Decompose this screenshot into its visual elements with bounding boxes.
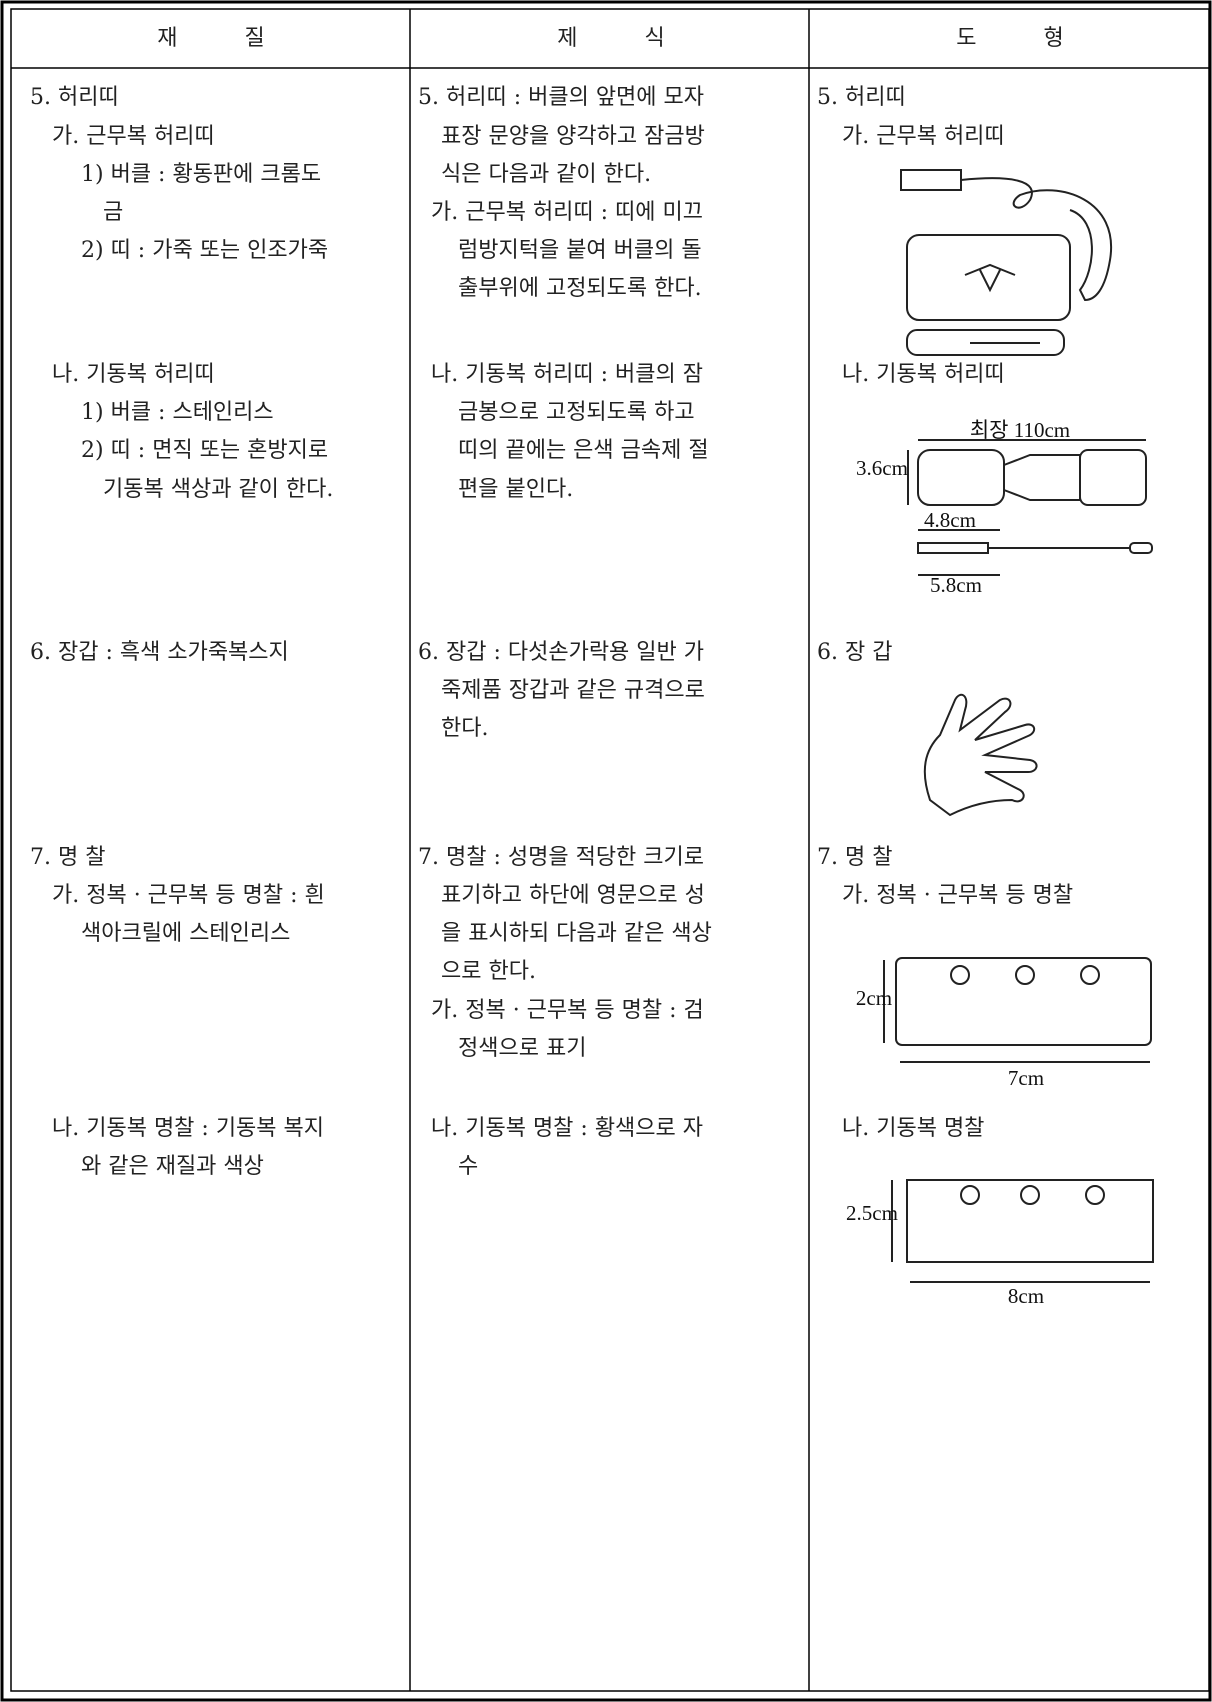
belt2-body	[1003, 454, 1081, 501]
cell-line: 가. 정복 · 근무복 등 명찰 : 검	[431, 998, 704, 1023]
hole	[1020, 1185, 1040, 1205]
cell-line: 5. 허리띠	[30, 85, 119, 110]
cell-line: 1) 버클 : 황동판에 크롬도	[81, 162, 321, 187]
cell-line: 6. 장갑 : 흑색 소가죽복스지	[30, 640, 289, 665]
cell-line: 띠의 끝에는 은색 금속제 절	[458, 438, 709, 463]
belt2-buckle	[917, 449, 1005, 506]
belt2-end	[1129, 542, 1153, 554]
hole	[1085, 1185, 1105, 1205]
cell-line: 7. 명 찰	[30, 845, 105, 870]
cell-line: 2) 띠 : 가죽 또는 인조가죽	[81, 238, 328, 263]
dimension-label: 2cm	[856, 986, 892, 1010]
cell-line: 6. 장 갑	[817, 640, 892, 665]
dimension-label: 8cm	[1008, 1284, 1044, 1308]
cell-line: 기동복 색상과 같이 한다.	[103, 477, 333, 502]
glove	[923, 693, 1038, 817]
cell-line: 가. 근무복 허리띠	[842, 124, 1005, 149]
cell-line: 출부위에 고정되도록 한다.	[458, 276, 702, 301]
name-tag	[906, 1179, 1154, 1263]
cell-line: 가. 정복 · 근무복 등 명찰 : 흰	[52, 883, 325, 908]
cell-line: 으로 한다.	[441, 959, 536, 984]
cell-line: 7. 명 찰	[817, 845, 892, 870]
table-border	[10, 8, 1210, 1692]
cell-line: 금봉으로 고정되도록 하고	[458, 400, 695, 425]
cell-line: 을 표시하되 다음과 같은 색상	[441, 921, 712, 946]
belt-strap	[960, 177, 1113, 302]
cell-line: 1) 버클 : 스테인리스	[81, 400, 274, 425]
figures	[883, 169, 1154, 1283]
dimension-label: 7cm	[1008, 1066, 1044, 1090]
cell-line: 편을 붙인다.	[458, 477, 573, 502]
hole	[1015, 965, 1035, 985]
cell-line: 수	[458, 1154, 478, 1179]
cell-line: 나. 기동복 허리띠	[52, 362, 215, 387]
dimension-label: 2.5cm	[846, 1201, 898, 1225]
cell-line: 한다.	[441, 716, 488, 741]
cell-line: 럼방지턱을 붙여 버클의 돌	[458, 238, 702, 263]
cell-line: 가. 근무복 허리띠 : 띠에 미끄	[431, 200, 703, 225]
cell-line: 6. 장갑 : 다섯손가락용 일반 가	[418, 640, 704, 665]
dimension-label: 최장 110cm	[970, 418, 1070, 442]
cell-line: 와 같은 재질과 색상	[81, 1154, 264, 1179]
cell-line: 가. 정복 · 근무복 등 명찰	[842, 883, 1073, 908]
cell-line: 7. 명찰 : 성명을 적당한 크기로	[418, 845, 704, 870]
cell-line: 2) 띠 : 면직 또는 혼방지로	[81, 438, 328, 463]
column-header: 도 형	[956, 26, 1063, 51]
cell-line: 죽제품 장갑과 같은 규격으로	[441, 678, 705, 703]
column-header: 재 질	[157, 26, 264, 51]
hole	[960, 1185, 980, 1205]
belt-side	[906, 329, 1065, 356]
belt-buckle	[906, 234, 1071, 321]
cell-line: 정색으로 표기	[458, 1036, 586, 1061]
dimension-label: 5.8cm	[930, 573, 982, 597]
cell-line: 표기하고 하단에 영문으로 성	[441, 883, 705, 908]
name-tag	[895, 957, 1152, 1046]
cell-line: 나. 기동복 명찰	[842, 1116, 984, 1141]
cell-line: 나. 기동복 명찰 : 기동복 복지	[52, 1116, 324, 1141]
cell-line: 표장 문양을 양각하고 잠금방	[441, 124, 705, 149]
belt-buckle-top	[900, 169, 962, 191]
cell-line: 나. 기동복 명찰 : 황색으로 자	[431, 1116, 703, 1141]
belt-emblem	[964, 263, 1016, 293]
cell-line: 금	[103, 200, 123, 225]
cell-line: 나. 기동복 허리띠 : 버클의 잠	[431, 362, 703, 387]
hole	[950, 965, 970, 985]
cell-line: 식은 다음과 같이 한다.	[441, 162, 651, 187]
column-header: 제 식	[557, 26, 664, 51]
cell-line: 나. 기동복 허리띠	[842, 362, 1005, 387]
cell-line: 색아크릴에 스테인리스	[81, 921, 290, 946]
dimension-label: 3.6cm	[856, 456, 908, 480]
cell-line: 가. 근무복 허리띠	[52, 124, 215, 149]
dimension-label: 4.8cm	[924, 508, 976, 532]
belt2-tip	[1079, 449, 1147, 506]
cell-line: 5. 허리띠	[817, 85, 906, 110]
belt2-side	[917, 542, 989, 554]
cell-line: 5. 허리띠 : 버클의 앞면에 모자	[418, 85, 704, 110]
hole	[1080, 965, 1100, 985]
